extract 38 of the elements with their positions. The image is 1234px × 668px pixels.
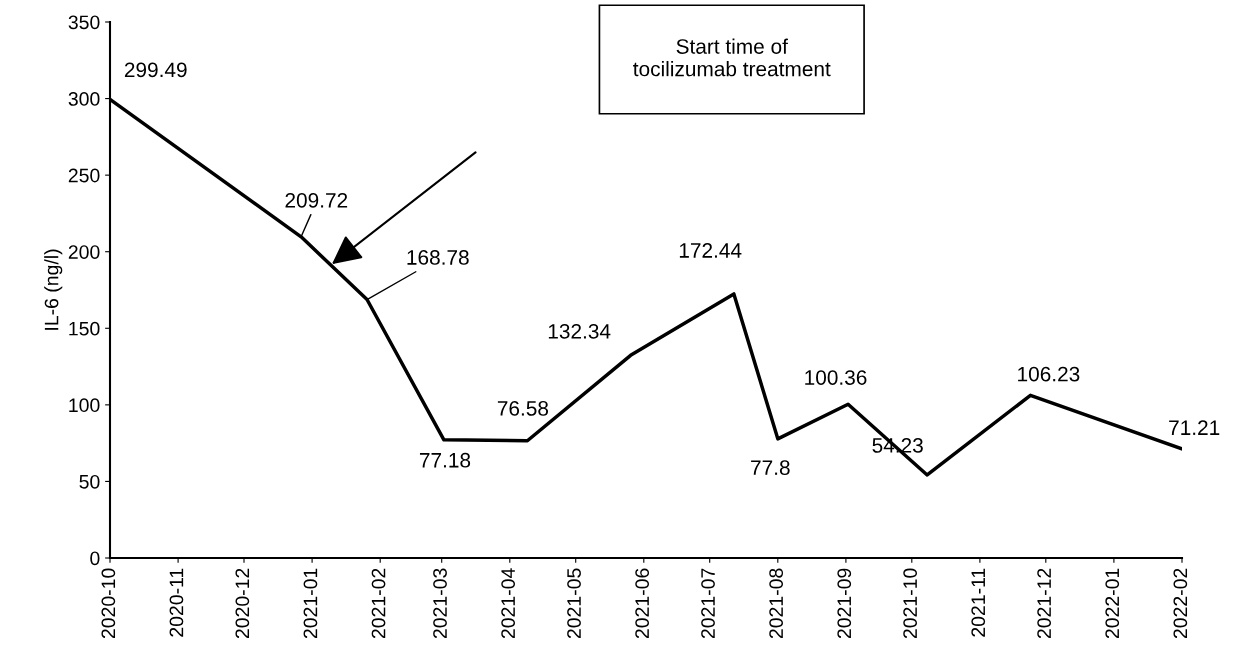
x-tick-label: 2020-10	[101, 568, 116, 639]
y-axis-title: IL-6 (ng/l)	[44, 249, 63, 330]
y-tick-label: 100	[69, 398, 100, 413]
y-tick-label: 50	[79, 474, 100, 489]
data-label: 77.18	[419, 452, 471, 468]
x-tick-label: 2021-12	[1037, 568, 1052, 639]
x-tick-label: 2021-09	[837, 568, 852, 639]
x-tick-label: 2020-11	[169, 568, 184, 637]
x-tick-label: 2021-05	[567, 568, 581, 639]
x-tick-label: 2020-12	[235, 568, 250, 639]
data-label: 132.34	[548, 323, 611, 339]
y-tick-label: 150	[69, 321, 100, 336]
data-label: 209.72	[285, 192, 348, 208]
x-tick-label: 2022-01	[1105, 568, 1120, 639]
x-tick-label: 2021-03	[433, 568, 447, 639]
x-tick-label: 2022-02	[1173, 568, 1188, 639]
y-tick-label: 350	[68, 15, 100, 30]
y-tick-label: 300	[68, 92, 100, 106]
y-tick-label: 250	[68, 168, 100, 183]
y-tick-label: 200	[68, 245, 100, 259]
data-label: 172.44	[679, 243, 742, 258]
data-label: 106.23	[1018, 366, 1080, 382]
data-label: 71.21	[1169, 420, 1220, 435]
x-tick-label: 2021-01	[303, 568, 318, 639]
x-tick-label: 2021-02	[371, 568, 386, 639]
x-tick-label: 2021-04	[501, 568, 516, 639]
x-tick-label: 2021-07	[701, 568, 715, 639]
data-label: 168.78	[407, 250, 469, 265]
data-label: 76.58	[497, 401, 549, 416]
data-label: 100.36	[805, 370, 867, 385]
data-label: 299.49	[124, 62, 187, 78]
x-tick-label: 2021-06	[635, 568, 650, 639]
x-tick-label: 2021-10	[903, 568, 918, 639]
x-tick-label: 2021-11	[971, 568, 986, 637]
data-label: 77.8	[751, 460, 790, 475]
annotation: Start time of tocilizumab treatment	[633, 38, 831, 77]
x-tick-label: 2021-08	[769, 568, 784, 639]
y-tick-label: 0	[90, 551, 100, 566]
